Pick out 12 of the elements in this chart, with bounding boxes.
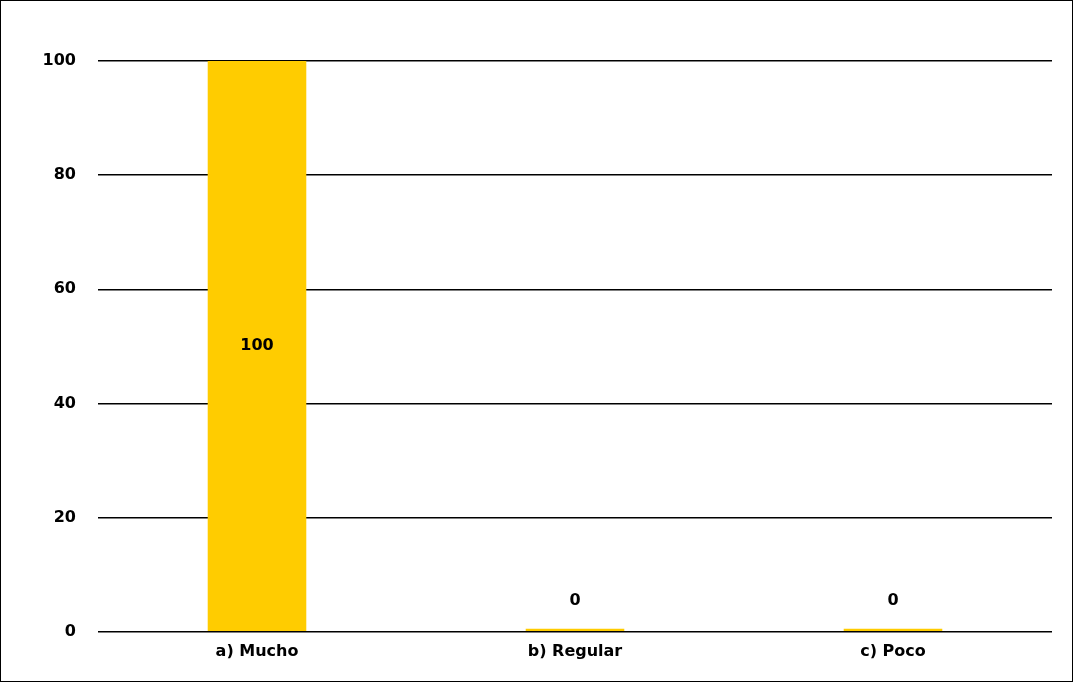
y-tick-label: 60 (53, 278, 76, 298)
y-tick-label: 100 (42, 50, 76, 70)
y-tick-label: 80 (53, 164, 76, 184)
x-tick-label: c) Poco (860, 640, 926, 660)
y-tick-label: 0 (64, 620, 76, 640)
x-tick-label: b) Regular (527, 640, 623, 660)
x-tick-label: a) Mucho (215, 640, 299, 660)
data-label: 0 (887, 589, 899, 609)
y-tick-label: 20 (53, 506, 76, 526)
data-label: 100 (240, 335, 274, 355)
data-label: 0 (569, 589, 581, 609)
y-tick-label: 40 (53, 392, 76, 412)
